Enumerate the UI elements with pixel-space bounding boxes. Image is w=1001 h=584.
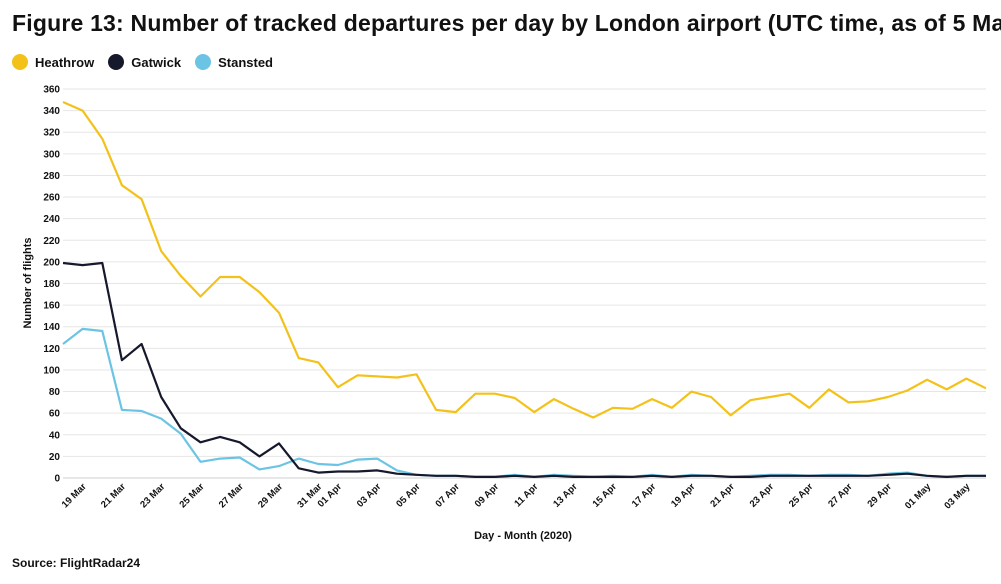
- x-tick-label: 19 Apr: [669, 481, 698, 510]
- legend-item-stansted[interactable]: Stansted: [195, 54, 273, 70]
- grid-lines: [63, 88, 986, 479]
- legend-label-heathrow: Heathrow: [35, 54, 95, 70]
- legend-swatch-stansted: [195, 54, 212, 70]
- y-axis-title: Number of flights: [22, 237, 34, 328]
- y-tick-label: 320: [43, 128, 60, 139]
- x-tick-label: 23 Apr: [748, 481, 777, 510]
- y-tick-label: 300: [43, 149, 60, 160]
- y-tick-label: 220: [43, 236, 60, 247]
- x-tick-label: 05 Apr: [394, 481, 423, 510]
- x-tick-label: 15 Apr: [591, 481, 620, 510]
- y-tick-label: 120: [43, 344, 60, 355]
- legend-swatch-heathrow: [12, 54, 28, 70]
- series-lines: [62, 100, 987, 478]
- x-tick-label: 03 Apr: [355, 481, 384, 510]
- x-tick-label: 13 Apr: [551, 481, 580, 510]
- x-tick-label: 29 Mar: [256, 481, 285, 510]
- y-tick-label: 240: [43, 214, 60, 225]
- legend-label-stansted: Stansted: [218, 54, 273, 70]
- x-tick-label: 29 Apr: [865, 481, 894, 510]
- x-tick-label: 21 Apr: [708, 481, 737, 510]
- source-note: Source: FlightRadar24: [12, 556, 141, 570]
- y-tick-label: 140: [43, 322, 60, 333]
- y-tick-label: 160: [43, 301, 60, 312]
- x-axis-title: Day - Month (2020): [474, 530, 572, 542]
- legend-label-gatwick: Gatwick: [131, 54, 182, 70]
- x-tick-label: 21 Mar: [99, 481, 128, 510]
- y-tick-label: 260: [43, 193, 60, 204]
- x-tick-label: 27 Apr: [826, 481, 855, 510]
- series-line-gatwick: [62, 261, 986, 478]
- x-tick-label: 01 May: [903, 481, 934, 512]
- y-axis-ticks: 0 20 40 60 80 100 120 140 160 180 200 220 240 260 280 3…: [43, 85, 60, 485]
- legend: Heathrow Gatwick Stansted: [12, 54, 273, 70]
- x-tick-label: 25 Mar: [178, 481, 207, 510]
- x-tick-label: 25 Apr: [787, 481, 816, 510]
- y-tick-label: 360: [43, 85, 60, 96]
- x-tick-label: 07 Apr: [433, 481, 462, 510]
- x-tick-label: 03 May: [942, 481, 973, 512]
- chart-title: Figure 13: Number of tracked departures …: [12, 10, 1001, 36]
- x-tick-label: 09 Apr: [473, 481, 502, 510]
- x-tick-label: 17 Apr: [630, 481, 659, 510]
- series-line-heathrow: [62, 100, 987, 419]
- legend-item-heathrow[interactable]: Heathrow: [12, 54, 94, 70]
- x-tick-label: 19 Mar: [60, 481, 89, 510]
- y-tick-label: 0: [54, 474, 60, 485]
- y-tick-label: 100: [43, 365, 60, 376]
- y-tick-label: 20: [49, 452, 61, 463]
- x-tick-label: 23 Mar: [138, 481, 167, 510]
- y-tick-label: 180: [43, 279, 60, 290]
- y-tick-label: 340: [43, 106, 60, 117]
- legend-item-gatwick[interactable]: Gatwick: [108, 54, 181, 70]
- x-tick-label: 11 Apr: [512, 481, 540, 509]
- legend-swatch-gatwick: [108, 54, 125, 70]
- x-axis-ticks: 19 Mar 21 Mar 23 Mar 25 Mar 27 Mar 29 Mar 31 M…: [60, 481, 973, 512]
- y-tick-label: 80: [49, 387, 61, 398]
- y-tick-label: 40: [49, 430, 61, 441]
- y-tick-label: 200: [43, 257, 60, 268]
- y-tick-label: 280: [43, 171, 60, 182]
- y-tick-label: 60: [49, 409, 61, 420]
- x-tick-label: 27 Mar: [217, 481, 246, 510]
